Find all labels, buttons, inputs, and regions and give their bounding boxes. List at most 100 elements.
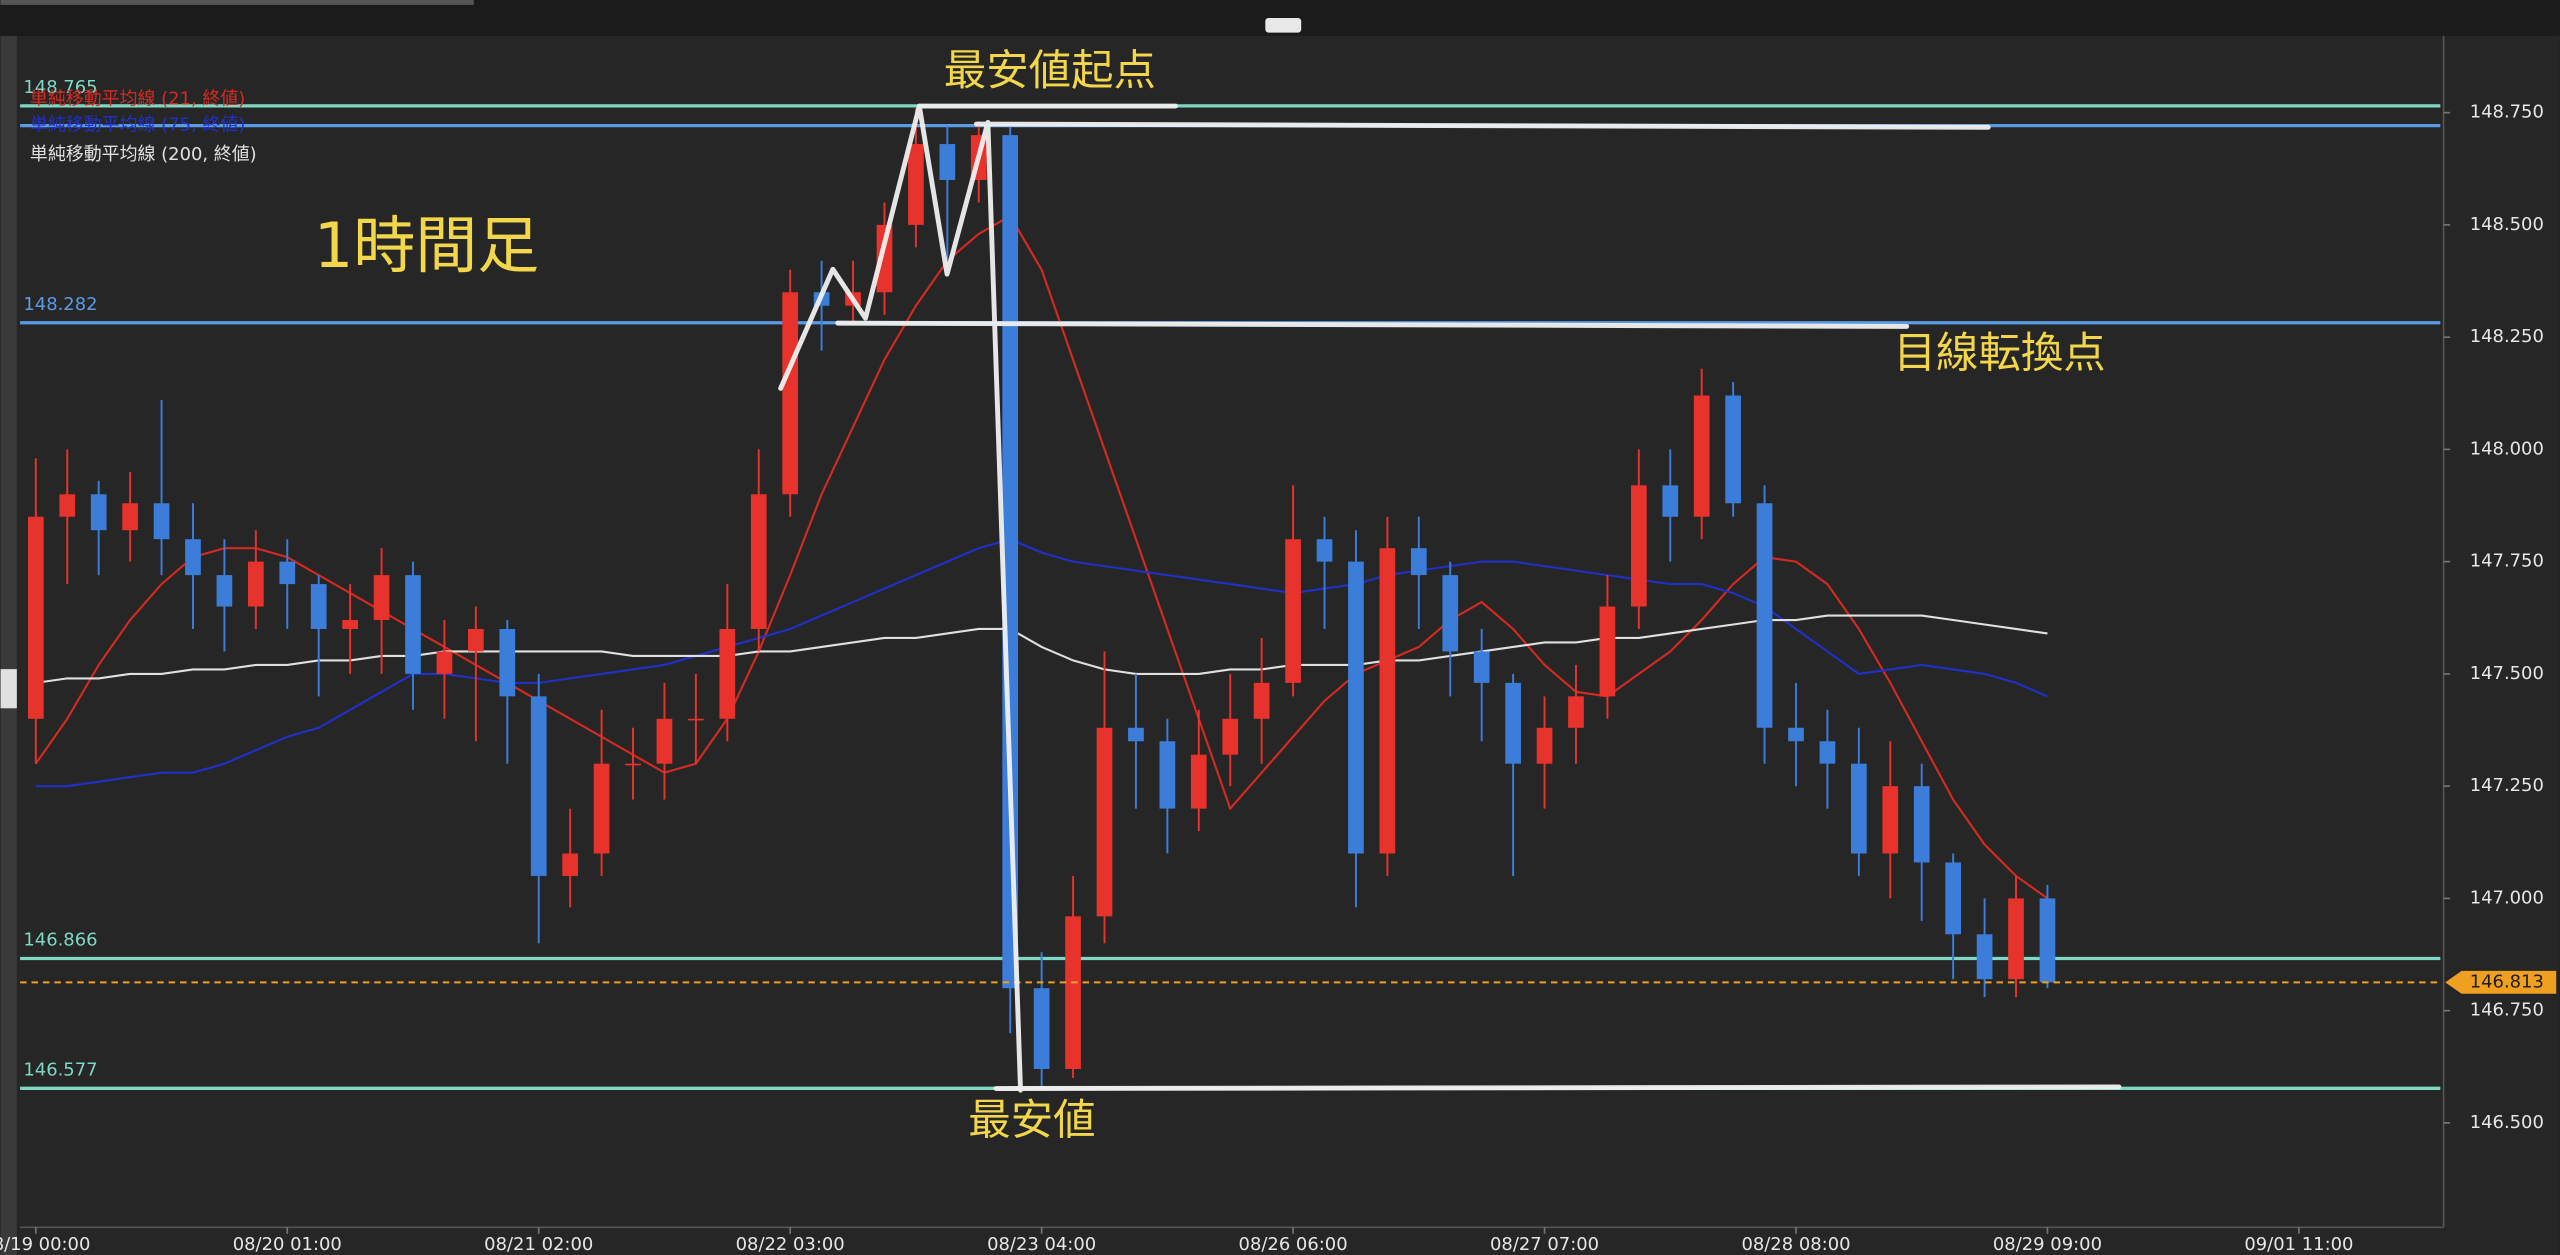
level-label: 146.577 <box>23 1059 97 1080</box>
level-label: 148.765 <box>23 77 97 98</box>
candle-body <box>247 561 264 607</box>
left-scroll-strip <box>0 35 17 1255</box>
legend-entry: 単純移動平均線 (200, 終値) <box>30 144 257 165</box>
x-tick-label: 08/29 09:00 <box>1993 1234 2102 1255</box>
x-tick-label: 08/26 06:00 <box>1239 1234 1348 1255</box>
candle-body <box>1536 727 1553 764</box>
candle-body <box>625 763 641 766</box>
candle-body <box>216 575 233 607</box>
x-tick-label: 08/19 00:00 <box>0 1234 90 1255</box>
candle-body <box>1819 741 1836 764</box>
candle-body <box>876 224 893 293</box>
candle-body <box>1693 395 1710 517</box>
candle-body <box>593 763 610 854</box>
candle-body <box>1253 682 1270 719</box>
legend-entry: 単純移動平均線 (21, 終値) <box>30 89 245 110</box>
x-tick-label: 09/01 11:00 <box>2244 1234 2353 1255</box>
candle-body <box>436 651 453 674</box>
left-scroll-handle[interactable] <box>0 669 17 709</box>
annotation: 最安値起点 <box>944 47 1156 96</box>
candle-body <box>1410 548 1427 576</box>
candle-body <box>59 494 76 517</box>
candle-body <box>1630 485 1647 607</box>
drawn-line <box>993 1084 2122 1091</box>
candle-body <box>1379 548 1396 854</box>
annotation: 最安値 <box>968 1096 1095 1145</box>
candle-body <box>1725 395 1741 504</box>
candle-body <box>27 516 44 719</box>
candle-body <box>1128 727 1144 742</box>
y-tick-label: 148.000 <box>2470 438 2544 459</box>
annotation: 1時間足 <box>314 209 539 282</box>
candle-body <box>562 853 579 876</box>
moving-average-line <box>34 214 2049 900</box>
y-tick-label: 147.500 <box>2470 663 2544 684</box>
candle-body <box>1033 988 1050 1070</box>
candle-body <box>688 718 704 721</box>
candle-body <box>530 696 547 876</box>
y-tick-label: 146.500 <box>2470 1112 2544 1133</box>
x-tick-label: 08/27 07:00 <box>1490 1234 1599 1255</box>
candle-body <box>1505 682 1521 764</box>
candle-body <box>1473 651 1490 683</box>
candle-body <box>405 575 421 674</box>
candle-body <box>1882 786 1899 854</box>
moving-average-line <box>35 614 2048 684</box>
candle-body <box>279 561 296 585</box>
annotation: 目線転換点 <box>1894 329 2106 378</box>
candle-body <box>122 503 138 531</box>
candle-body <box>2039 898 2056 983</box>
drawn-line <box>835 320 1910 329</box>
current-price-tag <box>2445 970 2557 994</box>
candle-body <box>1222 718 1239 755</box>
y-tick-label: 148.500 <box>2470 214 2544 235</box>
candle-body <box>373 575 390 621</box>
level-label: 148.282 <box>23 294 97 315</box>
drawn-line <box>974 121 1991 130</box>
x-tick-label: 08/21 02:00 <box>484 1234 593 1255</box>
legend-entry: 単純移動平均線 (75, 終値) <box>30 115 245 136</box>
candle-body <box>310 584 327 629</box>
current-price-label: 146.813 <box>2470 971 2544 992</box>
candle-body <box>1913 786 1930 863</box>
candle-body <box>499 628 516 697</box>
candle-body <box>719 628 736 719</box>
candle-body <box>908 144 924 225</box>
candle-body <box>1065 916 1081 1070</box>
candle-body <box>1756 503 1773 728</box>
tab-edge <box>0 0 474 5</box>
candle-body <box>1788 727 1804 742</box>
candle-body <box>185 539 201 576</box>
candle-body <box>1568 696 1584 728</box>
candle-body <box>1599 606 1616 697</box>
candle-body <box>1285 539 1301 683</box>
candle-body <box>2008 898 2024 980</box>
candle-body <box>1976 934 1993 980</box>
candle-body <box>1190 754 1207 809</box>
splitter-handle[interactable] <box>1265 17 1302 33</box>
candle-body <box>90 494 107 531</box>
candle-body <box>153 503 170 540</box>
y-tick-label: 148.750 <box>2470 102 2544 123</box>
y-tick-label: 148.250 <box>2470 326 2544 347</box>
candle-body <box>1096 727 1113 917</box>
x-tick-label: 08/23 04:00 <box>987 1234 1096 1255</box>
y-tick-label: 146.750 <box>2470 1000 2544 1021</box>
candle-body <box>1002 135 1019 989</box>
y-tick-label: 147.250 <box>2470 775 2544 796</box>
candle-body <box>1851 763 1867 854</box>
candle-body <box>939 144 956 180</box>
candle-body <box>1662 485 1679 517</box>
y-tick-label: 147.750 <box>2470 551 2544 572</box>
candle-body <box>1159 741 1176 809</box>
candle-body <box>750 494 767 629</box>
plot: 148.765 148.282 146.866 146.577 <box>20 77 2441 1090</box>
candle-body <box>1316 539 1333 562</box>
moving-average-line <box>35 538 2048 788</box>
candle-body <box>468 628 484 652</box>
candle-body <box>1348 561 1364 854</box>
x-tick-label: 08/20 01:00 <box>233 1234 342 1255</box>
candle-body <box>342 620 358 629</box>
